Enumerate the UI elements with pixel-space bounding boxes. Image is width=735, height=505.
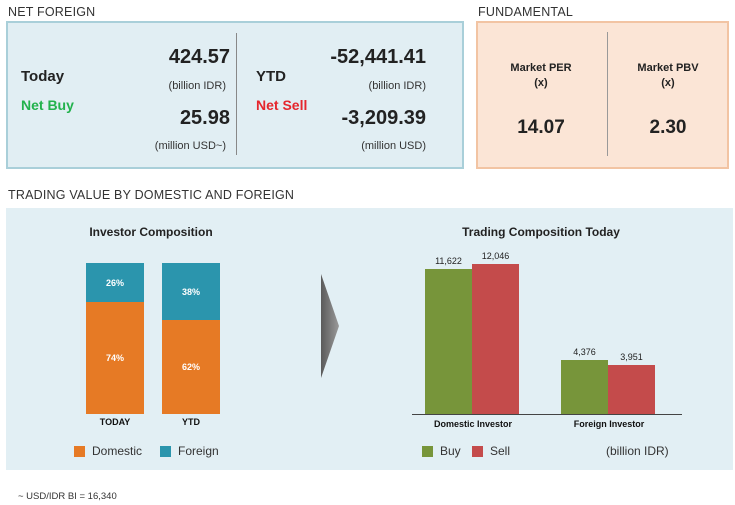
sell-legend-label: Sell <box>490 444 511 458</box>
ytd-usd-unit: (million USD) <box>361 140 426 152</box>
foreign-legend-label: Foreign <box>178 444 219 458</box>
trading-composition-title: Trading Composition Today <box>462 225 620 239</box>
buy-legend-swatch <box>422 446 433 457</box>
today-label: Today <box>21 68 65 85</box>
trading-composition-axis <box>412 414 682 415</box>
ic-category-today: TODAY <box>99 417 131 427</box>
market-per-unit: (x) <box>534 77 548 89</box>
net-foreign-panel: Today Net Buy 424.57 (billion IDR) 25.98… <box>6 21 464 169</box>
today-idr-unit: (billion IDR) <box>168 80 226 92</box>
fundamental-panel: Market PER (x) 14.07 Market PBV (x) 2.30 <box>476 21 729 169</box>
ic-bar-foreign-today: 26% <box>86 263 144 302</box>
tc-label-sell-domestic: 12,046 <box>481 251 510 261</box>
investor-composition-title: Investor Composition <box>89 225 213 239</box>
buy-legend-label: Buy <box>440 444 461 458</box>
footnote: ~ USD/IDR BI = 16,340 <box>18 491 117 502</box>
tc-bar-sell-foreign <box>608 365 655 414</box>
today-usd-unit: (million USD~) <box>154 140 226 152</box>
market-per-value: 14.07 <box>517 117 565 138</box>
tc-bar-sell-domestic <box>472 264 519 414</box>
ytd-status: Net Sell <box>256 97 308 113</box>
tc-category-domestic: Domestic Investor <box>433 419 513 429</box>
ytd-label: YTD <box>256 68 286 85</box>
market-pbv-unit: (x) <box>661 77 675 89</box>
ytd-idr-value: -52,441.41 <box>330 46 426 68</box>
foreign-legend-swatch <box>160 446 171 457</box>
domestic-legend-swatch <box>74 446 85 457</box>
net-foreign-title: NET FOREIGN <box>8 5 96 19</box>
tc-label-buy-domestic: 11,622 <box>435 256 462 266</box>
today-status: Net Buy <box>21 97 74 113</box>
tc-label-buy-foreign: 4,376 <box>573 347 596 357</box>
tc-bar-buy-domestic <box>425 269 472 414</box>
tc-category-foreign: Foreign Investor <box>573 419 645 429</box>
market-pbv-value: 2.30 <box>649 117 687 138</box>
trading-value-title: TRADING VALUE BY DOMESTIC AND FOREIGN <box>8 188 295 202</box>
tc-bar-buy-foreign <box>561 360 608 414</box>
today-usd-value: 25.98 <box>179 107 230 129</box>
today-idr-value: 424.57 <box>168 46 230 68</box>
net-foreign-divider <box>236 33 237 155</box>
ic-category-ytd: YTD <box>182 417 200 427</box>
market-pbv-label: Market PBV <box>637 62 699 74</box>
ic-bar-domestic-ytd: 62% <box>162 320 220 414</box>
ytd-usd-value: -3,209.39 <box>341 107 426 129</box>
trading-value-panel: Investor Composition 74% 26% 62% 38% TODAY … <box>6 208 733 470</box>
ic-bar-foreign-ytd: 38% <box>162 263 220 320</box>
tc-label-sell-foreign: 3,951 <box>620 352 643 362</box>
fundamental-title: FUNDAMENTAL <box>478 5 574 19</box>
domestic-legend-label: Domestic <box>92 444 143 458</box>
ic-bar-domestic-today: 74% <box>86 302 144 414</box>
sell-legend-swatch <box>472 446 483 457</box>
ytd-idr-unit: (billion IDR) <box>368 80 426 92</box>
unit-label: (billion IDR) <box>606 444 669 458</box>
arrow-right-icon <box>321 274 339 378</box>
fundamental-divider <box>607 32 608 156</box>
market-per-label: Market PER <box>510 62 572 74</box>
